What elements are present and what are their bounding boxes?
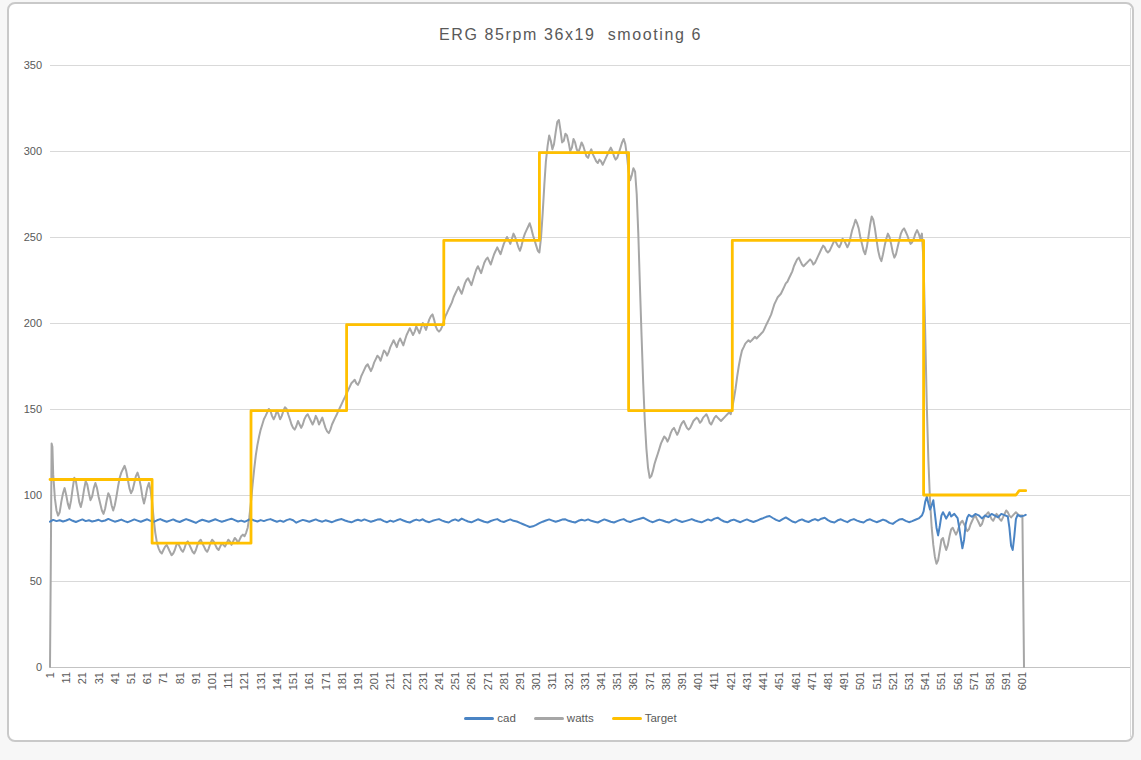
x-axis-label: 221 [401, 672, 413, 690]
x-axis-label: 111 [222, 672, 234, 689]
x-axis-label: 41 [109, 672, 121, 684]
x-axis-label: 491 [838, 672, 850, 690]
x-axis-label: 591 [1000, 672, 1012, 690]
x-axis-label: 281 [498, 672, 510, 690]
x-axis-label: 401 [692, 672, 704, 690]
x-axis-label: 301 [530, 672, 542, 690]
x-axis-label: 451 [773, 672, 785, 690]
x-axis-label: 291 [514, 672, 526, 690]
x-axis-label: 511 [871, 672, 883, 690]
x-axis-label: 191 [352, 672, 364, 690]
x-axis-label: 201 [368, 672, 380, 690]
x-axis-label: 461 [790, 672, 802, 690]
x-axis-label: 431 [741, 672, 753, 690]
y-axis-label: 150 [24, 403, 42, 415]
x-axis-label: 271 [482, 672, 494, 690]
x-axis-label: 351 [611, 672, 623, 690]
x-axis-label: 31 [93, 672, 105, 684]
x-axis-label: 471 [806, 672, 818, 690]
x-axis-label: 581 [984, 672, 996, 690]
x-axis-label: 411 [708, 672, 720, 690]
x-axis-label: 481 [822, 672, 834, 690]
legend-item-watts: watts [534, 712, 594, 724]
y-axis-label: 50 [30, 575, 42, 587]
x-axis-label: 241 [433, 672, 445, 690]
x-axis-label: 161 [303, 672, 315, 690]
x-axis-label: 231 [417, 672, 429, 690]
x-axis-label: 561 [952, 672, 964, 690]
legend-item-cad: cad [464, 712, 516, 724]
y-axis-label: 250 [24, 231, 42, 243]
x-axis-label: 501 [854, 672, 866, 690]
x-axis-label: 371 [644, 672, 656, 690]
series-Target-line [50, 153, 1026, 544]
x-axis-label: 251 [449, 672, 461, 690]
y-axis-label: 100 [24, 489, 42, 501]
legend-swatch-Target [612, 717, 642, 720]
x-axis-label: 51 [125, 672, 137, 684]
x-axis-label: 1 [44, 672, 56, 678]
x-axis-label: 321 [563, 672, 575, 690]
x-axis-label: 541 [919, 672, 931, 690]
x-axis-label: 551 [935, 672, 947, 690]
x-axis-label: 131 [255, 672, 267, 690]
chart-plot-area: 0501001502002503003501112131415161718191… [0, 0, 1141, 760]
legend-label-cad: cad [497, 712, 516, 724]
x-axis-label: 571 [968, 672, 980, 690]
x-axis-label: 91 [190, 672, 202, 684]
x-axis-label: 261 [465, 672, 477, 690]
x-axis-label: 11 [60, 672, 72, 683]
legend-item-Target: Target [612, 712, 677, 724]
y-axis-label: 0 [36, 661, 42, 673]
x-axis-label: 361 [627, 672, 639, 690]
legend-label-watts: watts [567, 712, 594, 724]
legend-label-Target: Target [645, 712, 677, 724]
x-axis-label: 151 [287, 672, 299, 690]
x-axis-label: 121 [238, 672, 250, 690]
x-axis-label: 331 [579, 672, 591, 690]
x-axis-label: 71 [157, 672, 169, 684]
legend-swatch-watts [534, 717, 564, 720]
x-axis-label: 311 [546, 672, 558, 690]
x-axis-label: 171 [320, 672, 332, 690]
x-axis-label: 521 [887, 672, 899, 690]
x-axis-label: 181 [336, 672, 348, 690]
y-axis-label: 350 [24, 59, 42, 71]
x-axis-label: 601 [1016, 672, 1028, 690]
x-axis-label: 101 [206, 672, 218, 690]
y-axis-label: 300 [24, 145, 42, 157]
x-axis-label: 441 [757, 672, 769, 690]
x-axis-label: 21 [76, 672, 88, 684]
x-axis-label: 341 [595, 672, 607, 690]
chart-title: ERG 85rpm 36x19 smooting 6 [0, 26, 1141, 44]
chart-legend: cad watts Target [0, 712, 1141, 724]
x-axis-label: 61 [141, 672, 153, 684]
x-axis-label: 211 [384, 672, 396, 690]
x-axis-label: 531 [903, 672, 915, 690]
x-axis-label: 141 [271, 672, 283, 690]
x-axis-label: 81 [174, 672, 186, 684]
series-watts-line [50, 120, 1024, 667]
x-axis-label: 421 [725, 672, 737, 690]
legend-swatch-cad [464, 717, 494, 720]
y-axis-label: 200 [24, 317, 42, 329]
x-axis-label: 381 [660, 672, 672, 690]
x-axis-label: 391 [676, 672, 688, 690]
